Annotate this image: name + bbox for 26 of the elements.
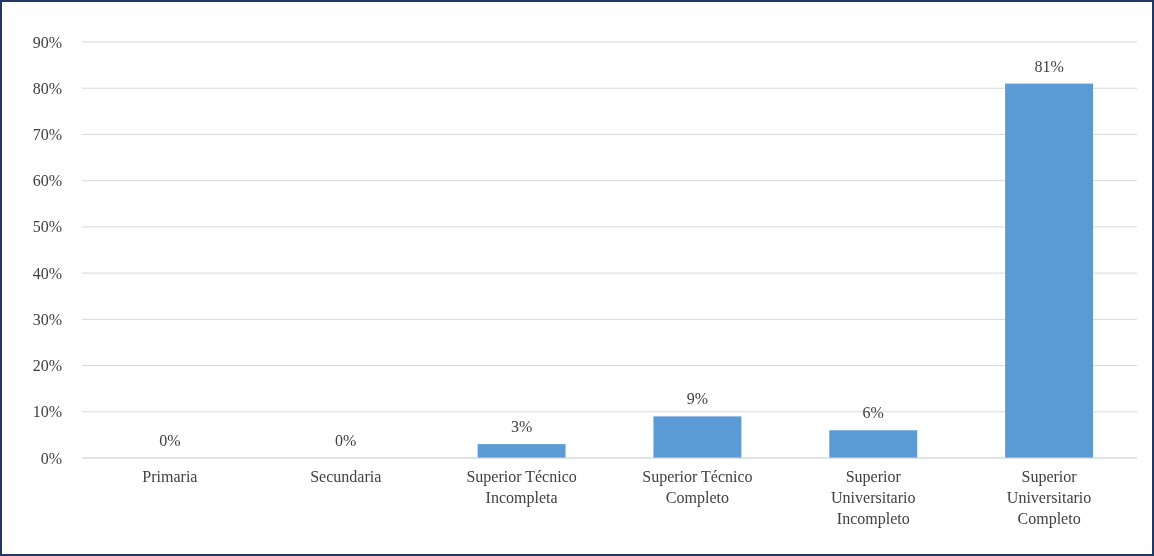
data-label: 0%	[159, 432, 181, 449]
bar	[1005, 83, 1094, 458]
y-tick-label: 20%	[32, 357, 62, 375]
y-tick-label: 70%	[32, 126, 62, 144]
x-tick-label: Superior Universitario Incompleto	[831, 468, 916, 528]
y-tick-label: 50%	[32, 218, 62, 236]
data-label: 0%	[335, 432, 357, 449]
x-tick-label: Primaria	[142, 468, 198, 485]
y-tick-label: 0%	[40, 449, 62, 467]
data-label: 81%	[1034, 57, 1064, 75]
bar	[829, 430, 918, 458]
bar	[477, 444, 566, 458]
y-tick-label: 40%	[32, 264, 62, 282]
y-tick-label: 30%	[32, 310, 62, 328]
y-tick-label: 80%	[32, 79, 62, 97]
y-tick-label: 10%	[32, 403, 62, 421]
x-tick-label: Secundaria	[310, 468, 382, 485]
data-label: 3%	[510, 418, 533, 436]
x-tick-label: Superior Universitario Completo	[1006, 468, 1092, 528]
data-label: 6%	[862, 404, 884, 422]
y-tick-label: 60%	[32, 172, 62, 190]
bar	[653, 416, 742, 458]
y-tick-label: 90%	[32, 33, 62, 51]
x-tick-label: Superior Técnico Incompleta	[466, 468, 577, 507]
x-tick-label: Superior Técnico Completo	[642, 468, 753, 507]
data-label: 9%	[686, 390, 709, 408]
